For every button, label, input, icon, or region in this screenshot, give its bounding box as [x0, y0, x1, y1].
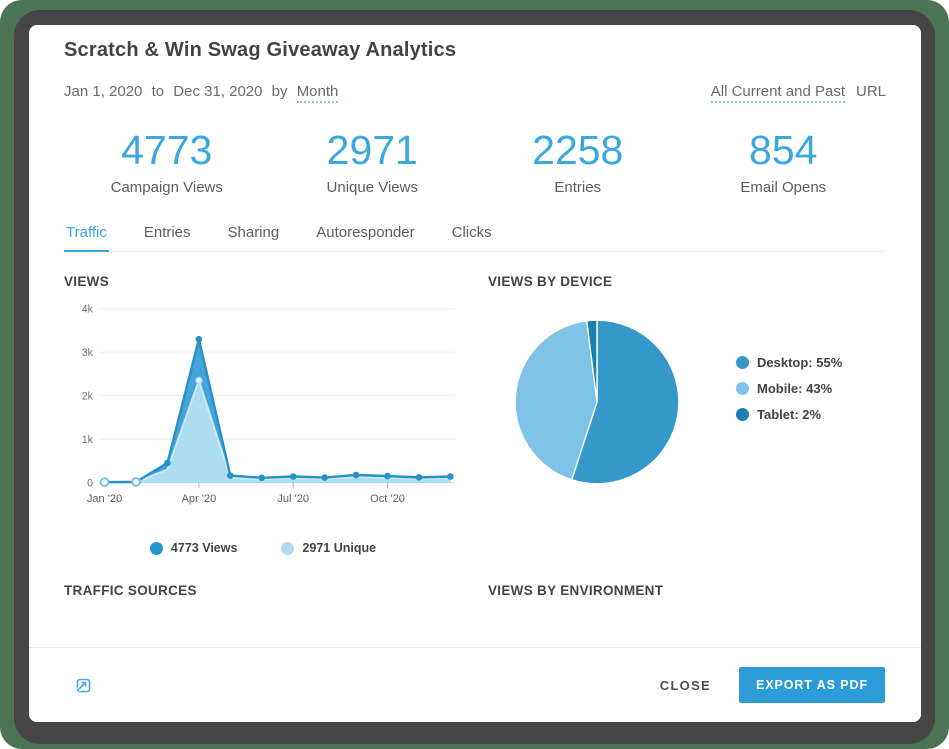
- legend-label: Tablet: 2%: [757, 406, 822, 422]
- stat-label: Email Opens: [740, 179, 827, 197]
- device-pie-row: Desktop: 55% Mobile: 43% Tablet: 2%: [488, 309, 886, 495]
- svg-text:Apr '20: Apr '20: [181, 493, 216, 505]
- stat-label: Entries: [554, 179, 602, 197]
- legend-item-4773-views: 4773 Views: [149, 541, 238, 556]
- svg-text:1k: 1k: [82, 434, 94, 446]
- legend-label: 2971 Unique: [302, 541, 377, 556]
- legend-dot-icon: [281, 541, 295, 555]
- tab-sharing[interactable]: Sharing: [227, 224, 280, 242]
- stat-email-opens: 854 Email Opens: [681, 127, 887, 196]
- stat-label: Unique Views: [326, 179, 418, 197]
- section-title-views-by-device: VIEWS BY DEVICE: [488, 274, 613, 290]
- legend-item-2971-unique: 2971 Unique: [281, 541, 376, 555]
- svg-text:Jul '20: Jul '20: [277, 493, 309, 505]
- legend-dot-icon: [149, 541, 163, 555]
- analytics-modal: Scratch & Win Swag Giveaway Analytics Ja…: [29, 25, 921, 722]
- views-line-chart: 0 1k 2k 3k 4k Jan '20 Apr '20 Jul '20 Oct '20: [82, 304, 456, 505]
- date-by-label: by: [271, 83, 288, 100]
- views-chart-section: VIEWS 0 1k 2k 3k 4k Jan '20 Apr '20 Jul '20 Oct …: [64, 274, 462, 555]
- stat-label: Campaign Views: [110, 179, 223, 197]
- svg-text:0: 0: [87, 478, 93, 490]
- footer-actions: CLOSE EXPORT AS PDF: [654, 667, 885, 703]
- filters-row: Jan 1, 2020 to Dec 31, 2020 by Month All…: [64, 83, 886, 103]
- modal-body: Scratch & Win Swag Giveaway Analytics Ja…: [29, 25, 921, 647]
- device-legend-item-tablet: Tablet: 2%: [736, 407, 842, 422]
- date-start: Jan 1, 2020: [64, 83, 143, 100]
- section-title-traffic-sources: TRAFFIC SOURCES: [64, 583, 197, 599]
- modal-footer: CLOSE EXPORT AS PDF: [29, 647, 921, 722]
- tab-entries[interactable]: Entries: [143, 224, 191, 242]
- url-toggle[interactable]: URL: [855, 83, 886, 100]
- tab-clicks[interactable]: Clicks: [451, 224, 492, 242]
- svg-text:Jan '20: Jan '20: [87, 493, 122, 505]
- stat-value: 854: [749, 127, 818, 173]
- device-pie-chart: [514, 319, 680, 485]
- tab-bar: Traffic Entries Sharing Autoresponder Clicks: [64, 224, 886, 253]
- scope-row: All Current and Past URL: [710, 83, 886, 103]
- stat-campaign-views: 4773 Campaign Views: [64, 127, 270, 196]
- legend-label: Desktop: 55%: [757, 354, 843, 370]
- legend-label: 4773 Views: [170, 541, 238, 556]
- device-legend-item-desktop: Desktop: 55%: [736, 355, 842, 370]
- device-legend-item-mobile: Mobile: 43%: [736, 381, 842, 396]
- device-pie-legend: Desktop: 55% Mobile: 43% Tablet: 2%: [736, 295, 842, 481]
- date-end: Dec 31, 2020: [173, 83, 263, 100]
- svg-text:3k: 3k: [82, 347, 94, 359]
- granularity-select[interactable]: Month: [296, 83, 339, 103]
- legend-label: Mobile: 43%: [757, 380, 833, 396]
- svg-text:2k: 2k: [82, 391, 94, 403]
- svg-text:4k: 4k: [82, 304, 94, 316]
- modal-overlay: Scratch & Win Swag Giveaway Analytics Ja…: [14, 10, 935, 744]
- scope-select[interactable]: All Current and Past: [710, 83, 845, 103]
- legend-dot-icon: [736, 355, 749, 369]
- date-range: Jan 1, 2020 to Dec 31, 2020 by Month: [64, 83, 343, 103]
- pie-slice-tablet: [586, 319, 598, 403]
- close-button[interactable]: CLOSE: [654, 677, 717, 694]
- popout-icon[interactable]: [73, 675, 93, 695]
- legend-dot-icon: [736, 407, 749, 421]
- stats-row: 4773 Campaign Views 2971 Unique Views 2258 En…: [64, 127, 886, 196]
- stat-entries: 2258 Entries: [475, 127, 681, 196]
- stat-value: 4773: [121, 127, 213, 173]
- section-title-views: VIEWS: [64, 274, 110, 290]
- pie-slice-mobile: [514, 320, 598, 481]
- page-title: Scratch & Win Swag Giveaway Analytics: [64, 39, 457, 61]
- stat-value: 2971: [326, 127, 418, 173]
- export-pdf-button[interactable]: EXPORT AS PDF: [739, 667, 885, 703]
- tab-autoresponder[interactable]: Autoresponder: [316, 224, 415, 242]
- views-chart-legend: 4773 Views 2971 Unique: [64, 541, 462, 555]
- section-title-views-by-environment: VIEWS BY ENVIRONMENT: [488, 583, 664, 599]
- legend-dot-icon: [736, 381, 749, 395]
- pie-slice-desktop: [571, 319, 680, 485]
- device-chart-section: VIEWS BY DEVICE Desktop: 55% Mobile: 43% T…: [488, 274, 886, 555]
- stat-value: 2258: [532, 127, 624, 173]
- svg-text:Oct '20: Oct '20: [370, 493, 405, 505]
- charts-grid: VIEWS 0 1k 2k 3k 4k Jan '20 Apr '20 Jul '20 Oct …: [64, 274, 886, 555]
- lower-sections-row: TRAFFIC SOURCES VIEWS BY ENVIRONMENT: [64, 583, 886, 598]
- stat-unique-views: 2971 Unique Views: [270, 127, 476, 196]
- tab-traffic[interactable]: Traffic: [64, 224, 109, 253]
- date-to-label: to: [151, 83, 165, 100]
